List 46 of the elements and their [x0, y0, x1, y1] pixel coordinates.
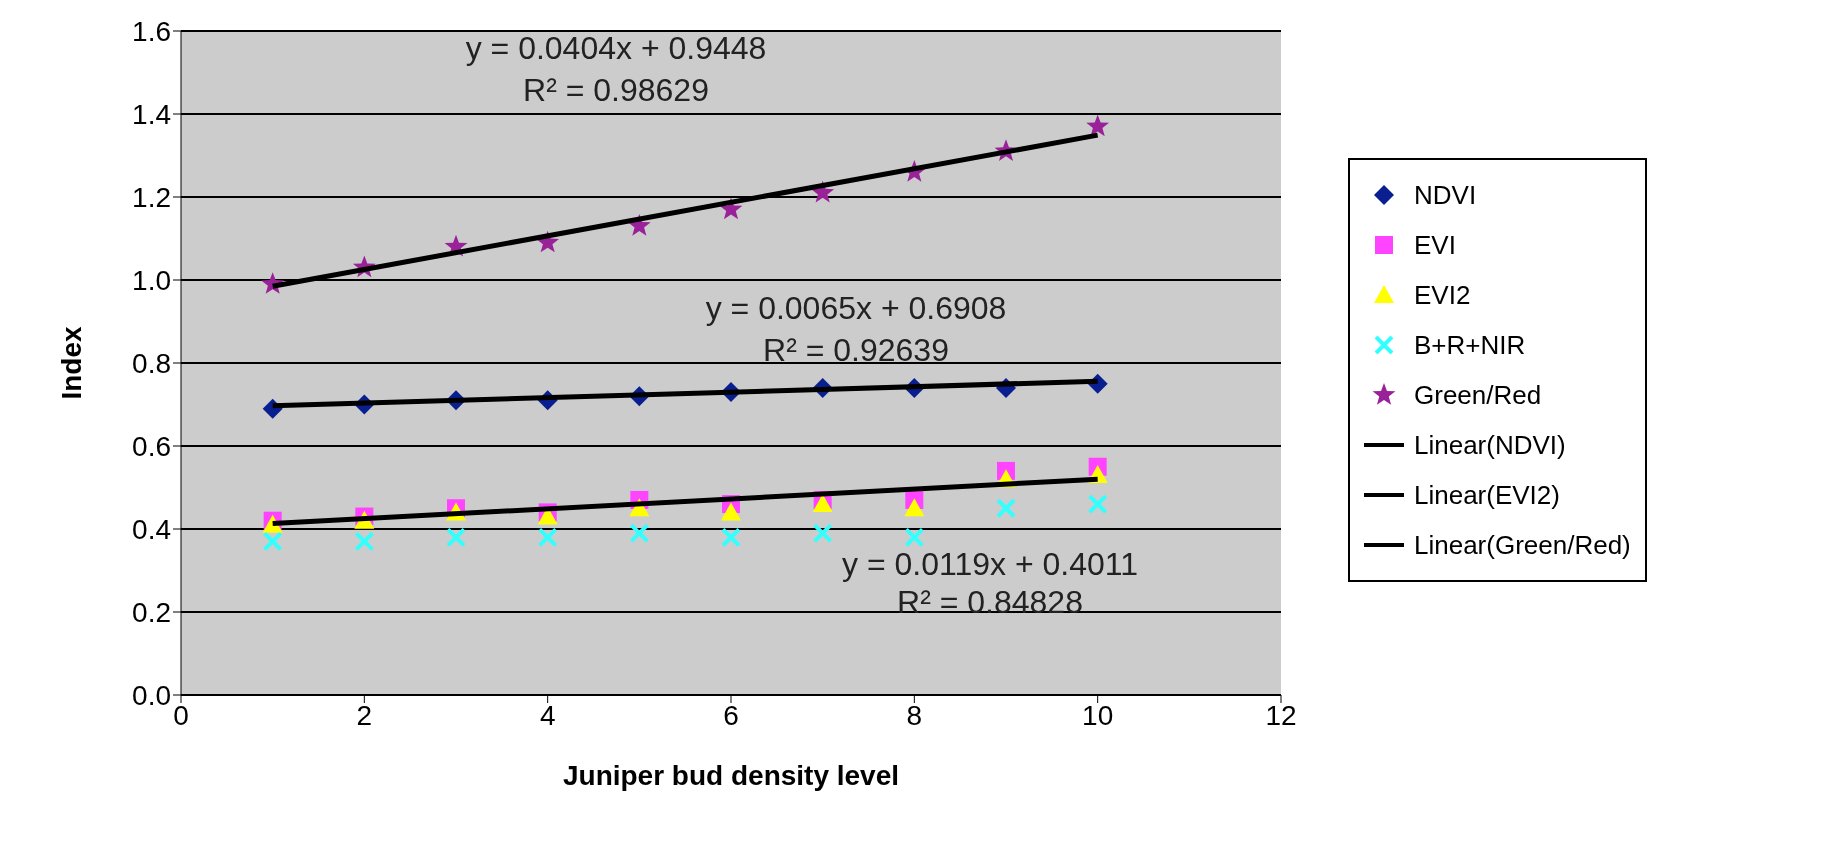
y-tick-label: 1.0: [132, 264, 171, 296]
annotation: R² = 0.92639: [763, 332, 949, 369]
legend-label: B+R+NIR: [1414, 329, 1526, 361]
point: [904, 527, 925, 548]
point: [262, 531, 283, 552]
point: [812, 523, 833, 544]
x-axis-title: Juniper bud density level: [562, 760, 900, 791]
point: [812, 494, 833, 513]
legend-label: NDVI: [1414, 179, 1477, 211]
point: [629, 523, 650, 544]
legend-label: Linear(NDVI): [1414, 429, 1566, 461]
x-tick-label: 10: [1082, 699, 1114, 731]
y-tick-label: 0.2: [132, 596, 171, 628]
annotation: y = 0.0404x + 0.9448: [465, 30, 767, 67]
x-tick-label: 2: [356, 699, 373, 731]
point: [1087, 494, 1108, 515]
legend-label: Linear(Green/Red): [1414, 529, 1631, 561]
x-tick-label: 8: [906, 699, 923, 731]
x-tick-label: 0: [173, 699, 189, 731]
y-tick-label: 1.6: [132, 15, 171, 47]
legend-label: EVI2: [1414, 279, 1471, 311]
point: [996, 498, 1016, 519]
x-tick-label: 12: [1265, 699, 1297, 731]
annotation: R² = 0.84828: [897, 584, 1083, 621]
point: [904, 498, 925, 517]
y-tick-label: 0.0: [132, 679, 171, 711]
y-tick-label: 1.2: [132, 181, 171, 213]
legend-label: Linear(EVI2): [1414, 479, 1560, 511]
point: [721, 502, 741, 521]
annotation: y = 0.0065x + 0.6908: [705, 290, 1007, 327]
annotation: R² = 0.98629: [523, 72, 709, 109]
point: [721, 527, 741, 548]
y-tick-label: 0.8: [132, 347, 171, 379]
annotation: y = 0.0119x + 0.4011: [842, 546, 1138, 583]
point: [537, 527, 558, 548]
x-tick-label: 4: [539, 699, 556, 731]
point: [446, 527, 466, 548]
point: [1086, 114, 1110, 137]
y-axis-title: Index: [55, 326, 87, 400]
y-tick-label: 1.4: [132, 98, 171, 130]
y-tick-label: 0.4: [132, 513, 171, 545]
y-tick-label: 0.6: [132, 430, 171, 462]
point: [354, 531, 375, 552]
legend-label: EVI: [1414, 229, 1456, 261]
legend-label: Green/Red: [1414, 379, 1542, 411]
x-tick-label: 6: [723, 699, 739, 731]
